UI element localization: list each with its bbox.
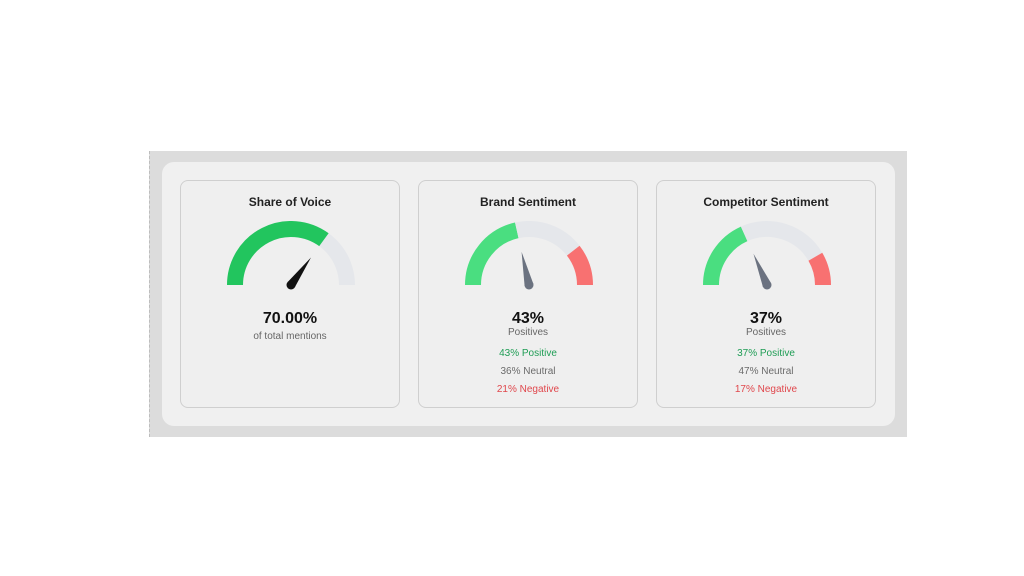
share-of-voice-gauge — [227, 221, 355, 290]
gauge-neutral-segment — [740, 221, 823, 262]
card-title: Competitor Sentiment — [703, 195, 829, 209]
brand-neutral-stat: 36% Neutral — [500, 366, 556, 377]
gauge-needle-hub — [762, 280, 772, 290]
competitor-sentiment-gauge — [703, 221, 831, 290]
competitor-negative-stat: 17% Negative — [734, 384, 798, 395]
brand-positive-stat: 43% Positive — [499, 348, 557, 359]
competitor-sentiment-value: 37% — [749, 310, 783, 327]
competitor-neutral-stat: 47% Neutral — [738, 366, 794, 377]
gauge-positive-segment — [703, 226, 748, 286]
share-of-voice-value: 70.00% — [262, 310, 318, 327]
gauge-needle — [753, 253, 772, 287]
brand-negative-stat: 21% Negative — [496, 384, 560, 395]
gauge-needle-hub — [524, 280, 534, 290]
brand-sentiment-gauge — [465, 221, 593, 290]
gauge-needle — [287, 257, 311, 288]
share-of-voice-caption: of total mentions — [253, 331, 327, 342]
gauge-negative-segment — [566, 245, 593, 286]
brand-sentiment-caption: Positives — [507, 327, 548, 338]
brand-sentiment-card: Brand Sentiment 43% Positives 43% Positi… — [418, 180, 638, 408]
share-of-voice-card: Share of Voice 70.00% of total mentions — [180, 180, 400, 408]
card-title: Share of Voice — [248, 195, 332, 209]
gauge-needle — [521, 251, 534, 286]
dashboard-frame: Share of Voice 70.00% of total mentions … — [149, 151, 907, 437]
gauge-fill — [227, 221, 329, 286]
competitor-sentiment-card: Competitor Sentiment 37% Positives 37% P… — [656, 180, 876, 408]
gauge-panel: Share of Voice 70.00% of total mentions … — [162, 162, 895, 426]
gauge-positive-segment — [465, 222, 519, 286]
competitor-sentiment-caption: Positives — [745, 327, 786, 338]
card-title: Brand Sentiment — [479, 195, 576, 209]
gauge-needle-hub — [286, 280, 296, 290]
brand-sentiment-value: 43% — [511, 310, 545, 327]
gauge-neutral-segment — [515, 221, 580, 256]
gauge-negative-segment — [808, 252, 831, 286]
competitor-positive-stat: 37% Positive — [737, 348, 795, 359]
